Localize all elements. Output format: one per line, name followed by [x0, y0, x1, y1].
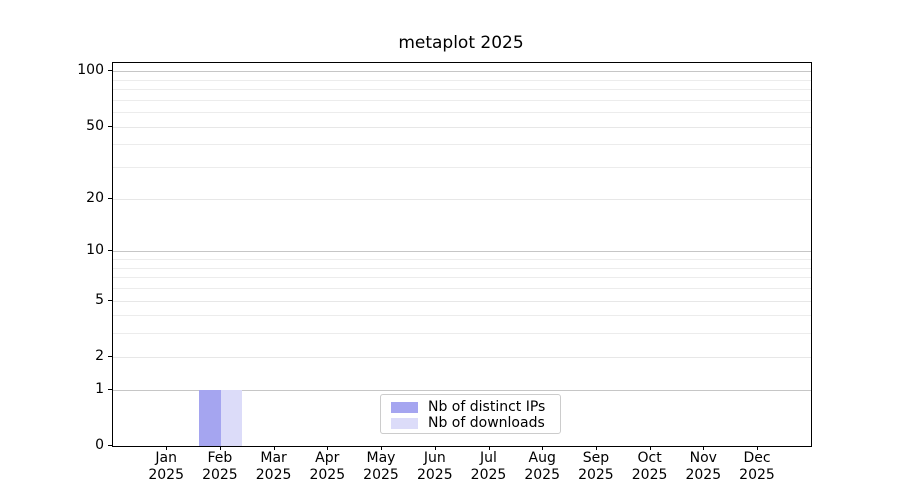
y-tick-mark	[108, 250, 112, 252]
x-tick-mark	[219, 446, 221, 450]
x-tick-mark	[703, 446, 705, 450]
y-tick-label: 0	[95, 437, 104, 453]
x-tick-label: Aug 2025	[524, 450, 560, 483]
legend-label: Nb of distinct IPs	[428, 399, 546, 415]
y-tick-mark	[108, 388, 112, 390]
x-tick-mark	[381, 446, 382, 450]
y-tick-label: 20	[86, 189, 104, 206]
x-tick-mark	[757, 446, 758, 450]
major-gridline	[113, 300, 811, 302]
minor-gridline	[113, 259, 811, 260]
y-tick-label: 2	[95, 347, 104, 364]
legend-item: Nb of distinct IPs	[381, 399, 560, 415]
minor-gridline	[113, 144, 811, 146]
minor-gridline	[113, 112, 811, 114]
minor-gridline	[113, 277, 811, 279]
x-tick-label: Mar 2025	[255, 450, 292, 483]
x-tick-label: May 2025	[363, 450, 399, 483]
x-tick-label: Apr 2025	[309, 450, 346, 483]
minor-gridline	[113, 288, 811, 289]
chart-title: metaplot 2025	[398, 33, 524, 53]
x-tick-mark	[434, 446, 436, 450]
x-tick-label: Nov 2025	[685, 450, 722, 483]
bar-nb-of-distinct-ips	[199, 389, 221, 446]
bar-nb-of-downloads	[220, 389, 243, 446]
x-tick-mark	[542, 446, 544, 450]
x-tick-mark	[649, 446, 651, 450]
legend: Nb of distinct IPs Nb of downloads	[380, 394, 561, 434]
y-tick-mark	[108, 355, 112, 357]
x-tick-mark	[273, 446, 275, 450]
minor-gridline	[113, 99, 811, 101]
minor-gridline	[113, 267, 811, 269]
minor-gridline	[113, 167, 811, 169]
decade-gridline	[113, 71, 811, 73]
y-tick-label: 1	[95, 380, 104, 397]
x-tick-label: Jul 2025	[470, 450, 507, 483]
x-tick-label: Jun 2025	[416, 450, 453, 483]
legend-item: Nb of downloads	[381, 415, 560, 431]
major-gridline	[113, 126, 811, 128]
y-tick-label: 5	[95, 291, 104, 308]
y-tick-mark	[108, 299, 112, 301]
y-tick-label: 50	[86, 117, 104, 134]
x-tick-mark	[166, 446, 168, 450]
minor-gridline	[113, 333, 811, 335]
y-tick-mark	[108, 125, 112, 127]
decade-gridline	[113, 389, 811, 391]
minor-gridline	[113, 89, 811, 91]
y-tick-label: 100	[77, 62, 104, 79]
y-tick-mark	[108, 445, 112, 446]
minor-gridline	[113, 79, 811, 81]
x-tick-label: Jan 2025	[148, 450, 184, 483]
legend-swatch	[391, 401, 418, 413]
x-tick-label: Feb 2025	[202, 450, 238, 483]
x-tick-mark	[327, 446, 329, 450]
x-tick-mark	[488, 446, 490, 450]
legend-swatch	[391, 417, 418, 429]
x-tick-mark	[595, 446, 597, 450]
major-gridline	[113, 198, 811, 200]
y-tick-mark	[108, 70, 112, 72]
major-gridline	[113, 356, 811, 358]
legend-label: Nb of downloads	[428, 415, 545, 431]
x-tick-label: Sep 2025	[578, 450, 614, 483]
y-tick-label: 10	[86, 242, 104, 259]
decade-gridline	[113, 251, 811, 253]
minor-gridline	[113, 315, 811, 317]
x-tick-label: Oct 2025	[631, 450, 668, 483]
plot-area	[112, 62, 812, 447]
x-tick-label: Dec 2025	[739, 450, 775, 483]
y-tick-mark	[108, 197, 112, 199]
